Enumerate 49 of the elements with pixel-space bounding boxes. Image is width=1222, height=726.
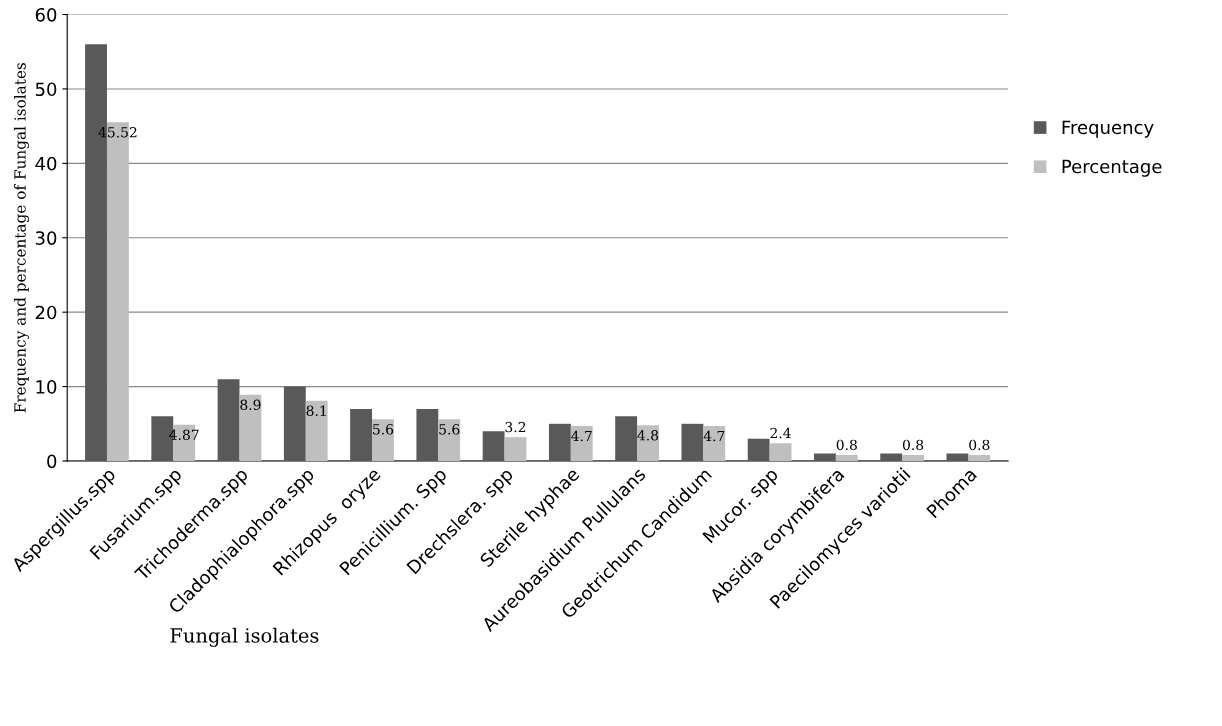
data-label: 0.8 xyxy=(969,439,990,451)
data-label: 8.1 xyxy=(306,405,326,416)
bar xyxy=(902,455,924,462)
y-tick-label: 40 xyxy=(35,156,57,171)
data-label: 4.7 xyxy=(571,430,592,442)
bar xyxy=(946,453,969,462)
bar xyxy=(416,408,439,462)
y-tick-label: 60 xyxy=(35,7,57,22)
bar xyxy=(880,453,903,462)
bar xyxy=(835,455,858,462)
data-label: 0.8 xyxy=(902,439,924,451)
bar xyxy=(548,423,571,462)
y-tick-label: 0 xyxy=(47,454,57,469)
bar xyxy=(747,438,770,462)
bar xyxy=(482,431,505,462)
bar xyxy=(703,426,726,462)
legend-label: Frequency xyxy=(1062,120,1154,138)
bar xyxy=(504,437,527,462)
bar xyxy=(570,426,593,462)
bar xyxy=(239,394,262,462)
bar xyxy=(217,379,240,462)
data-label: 2.4 xyxy=(770,427,791,439)
bar xyxy=(968,455,991,462)
x-axis-title: Fungal isolates xyxy=(170,627,319,647)
bar xyxy=(615,416,638,462)
data-label: 5.6 xyxy=(439,424,460,435)
bar xyxy=(637,425,659,462)
data-label: 45.52 xyxy=(98,126,137,138)
data-label: 4.8 xyxy=(637,430,659,441)
y-tick-label: 50 xyxy=(35,82,57,97)
bar xyxy=(283,386,306,462)
bar xyxy=(372,419,394,462)
data-label: 5.6 xyxy=(373,424,394,435)
data-label: 0.8 xyxy=(836,439,857,451)
y-tick-label: 30 xyxy=(35,231,57,245)
bar xyxy=(438,419,461,462)
y-tick-label: 10 xyxy=(36,380,57,394)
data-label: 8.9 xyxy=(240,399,261,410)
data-label: 4.7 xyxy=(703,430,725,442)
legend-label: Percentage xyxy=(1062,159,1162,177)
bar xyxy=(814,453,836,462)
data-label: 4.87 xyxy=(169,429,199,440)
bar xyxy=(769,443,792,462)
bar xyxy=(305,400,328,462)
bar xyxy=(681,423,704,462)
bar xyxy=(350,408,373,462)
data-label: 3.2 xyxy=(505,421,526,433)
y-tick-label: 20 xyxy=(35,305,57,320)
y-axis-title: Frequency and percentage of Fungal isolates xyxy=(13,62,29,413)
